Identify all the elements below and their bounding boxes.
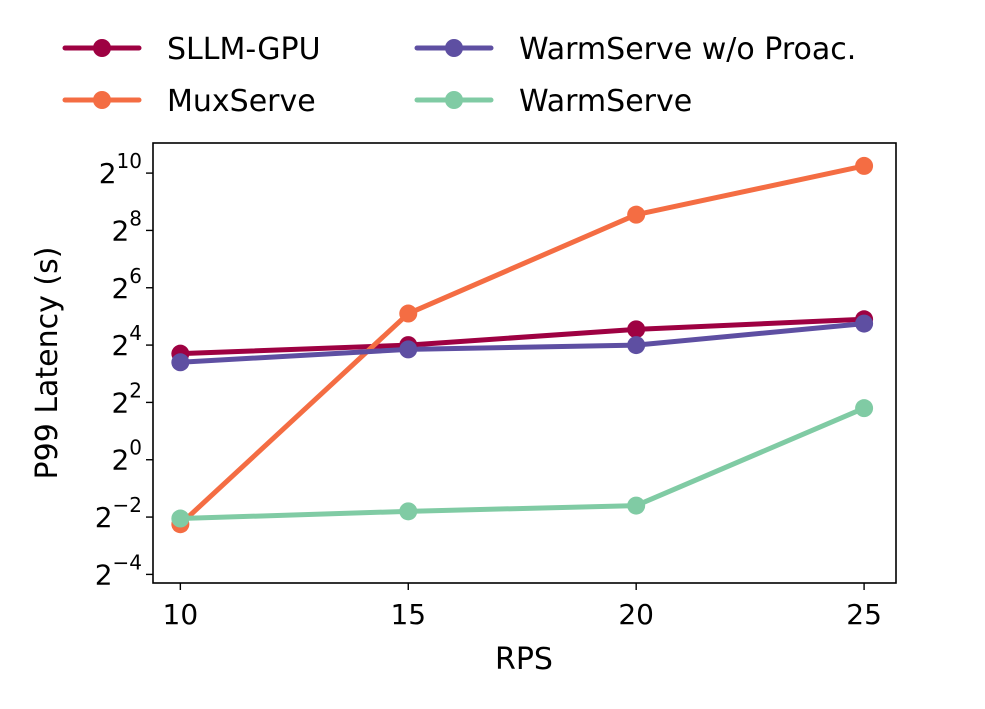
data-point	[855, 314, 874, 333]
y-tick-base: 2	[111, 329, 129, 362]
y-tick-exponent: 4	[129, 321, 142, 345]
y-tick-base: 2	[95, 558, 113, 591]
data-point	[627, 336, 646, 355]
legend-label: SLLM-GPU	[167, 32, 321, 67]
y-tick-base: 2	[111, 214, 129, 247]
legend-marker	[445, 91, 463, 109]
x-axis-label: RPS	[495, 642, 553, 677]
legend-label: MuxServe	[167, 84, 316, 119]
data-point	[399, 502, 418, 521]
x-tick-label: 25	[846, 598, 882, 631]
series-line-2	[177, 321, 867, 365]
y-tick-exponent: 6	[129, 264, 142, 288]
legend-item: WarmServe w/o Proac.	[414, 32, 856, 67]
data-point	[627, 320, 646, 339]
series-line-3	[177, 405, 867, 522]
legend-item: SLLM-GPU	[62, 32, 321, 67]
y-tick-label: 2 −2	[95, 493, 142, 534]
legend-marker	[93, 91, 111, 109]
y-tick-exponent: 8	[129, 206, 142, 230]
y-axis-label: P99 Latency (s)	[30, 247, 65, 480]
legend-label: WarmServe	[519, 84, 692, 119]
y-tick-base: 2	[99, 157, 117, 190]
data-point	[399, 304, 418, 323]
series-line-0	[177, 316, 867, 357]
data-point	[627, 205, 646, 224]
x-tick-label: 10	[163, 598, 199, 631]
plot-area: 10 15 20 25 2 −42 −22 02 22 42 62 82 10	[95, 142, 897, 631]
data-point	[627, 496, 646, 515]
y-tick-exponent: 2	[129, 378, 142, 402]
y-tick-base: 2	[95, 501, 113, 534]
series-line-1	[177, 163, 867, 527]
plot-frame	[152, 142, 897, 584]
y-tick-exponent: −2	[113, 493, 142, 517]
legend-marker	[93, 39, 111, 57]
data-point	[399, 340, 418, 359]
y-tick-base: 2	[111, 386, 129, 419]
x-axis: 10 15 20 25	[163, 583, 882, 631]
y-tick-base: 2	[111, 444, 129, 477]
data-point	[855, 399, 874, 418]
y-tick-exponent: 0	[129, 436, 142, 460]
y-tick-label: 2 10	[99, 149, 142, 190]
series-lines	[177, 163, 867, 527]
legend-label: WarmServe w/o Proac.	[519, 32, 856, 67]
y-tick-label: 2 −4	[95, 550, 142, 591]
data-point	[855, 156, 874, 175]
data-point	[171, 353, 190, 372]
y-axis: 2 −42 −22 02 22 42 62 82 10	[95, 149, 153, 591]
series-markers	[171, 156, 874, 534]
y-tick-exponent: 10	[117, 149, 142, 173]
y-tick-base: 2	[111, 272, 129, 305]
data-point	[171, 509, 190, 528]
legend-item: WarmServe	[414, 84, 692, 119]
x-tick-label: 20	[618, 598, 654, 631]
y-tick-exponent: −4	[113, 550, 142, 574]
legend-marker	[445, 39, 463, 57]
legend-item: MuxServe	[62, 84, 316, 119]
legend: SLLM-GPU MuxServe WarmServe w/o Proac. Warm…	[62, 32, 856, 119]
x-tick-label: 15	[390, 598, 426, 631]
